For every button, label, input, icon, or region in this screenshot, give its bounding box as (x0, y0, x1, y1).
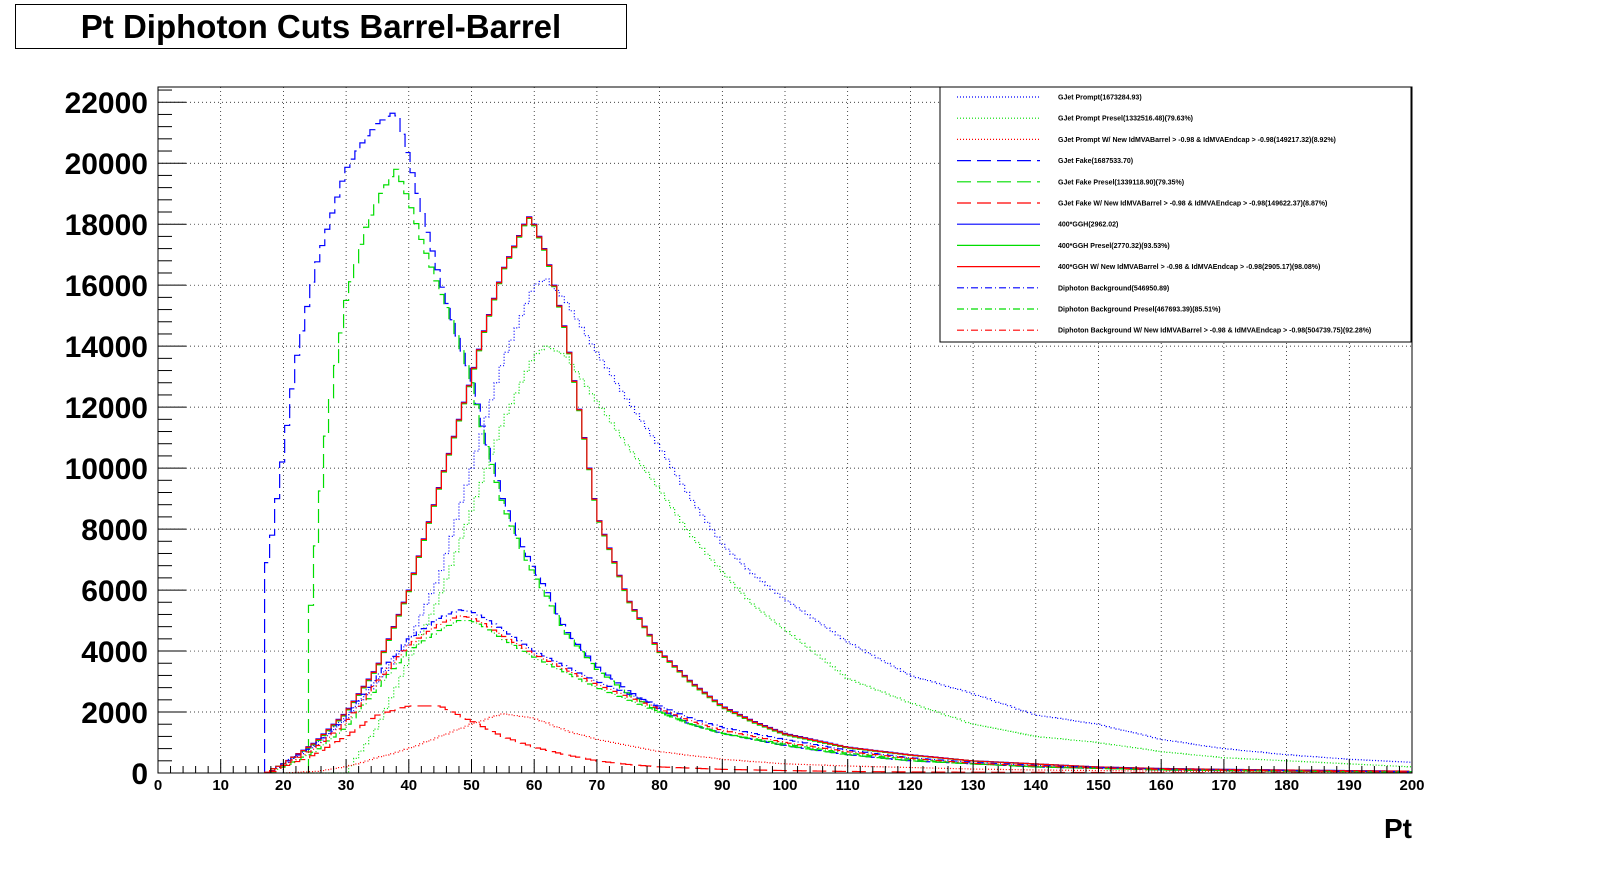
y-tick-label: 0 (131, 758, 148, 791)
x-tick-label: 160 (1149, 777, 1174, 794)
y-tick-label: 10000 (65, 453, 148, 486)
legend-entry: GJet Fake W/ New IdMVABarrel > -0.98 & I… (1058, 201, 1327, 208)
legend-entry: Diphoton Background(546950.89) (1058, 285, 1169, 292)
y-tick-label: 8000 (81, 514, 148, 547)
legend-entry: GJet Prompt W/ New IdMVABarrel > -0.98 &… (1058, 137, 1336, 144)
y-tick-label: 12000 (65, 392, 148, 425)
series-line-10 (270, 609, 1410, 773)
series-layer (263, 112, 1412, 774)
x-axis-label: Pt (1384, 813, 1412, 844)
series-line-3 (282, 713, 1412, 774)
legend-entry: Diphoton Background Presel(467693.39)(85… (1058, 307, 1221, 314)
x-tick-label: 20 (275, 777, 292, 794)
x-tick-label: 110 (836, 777, 860, 794)
series-line-1 (282, 278, 1412, 773)
x-tick-label: 200 (1399, 777, 1424, 794)
x-tick-label: 100 (772, 777, 797, 794)
y-tick-label: 20000 (65, 148, 148, 181)
legend-entry: 400*GGH Presel(2770.32)(93.53%) (1058, 243, 1170, 250)
series-line-6 (263, 705, 1412, 774)
legend-entry: GJet Fake Presel(1339118.90)(79.35%) (1058, 179, 1184, 186)
x-tick-label: 190 (1337, 777, 1362, 794)
legend-entry: GJet Prompt Presel(1332516.48)(79.63%) (1058, 116, 1193, 123)
y-tick-label: 22000 (65, 87, 148, 120)
legend-entry: GJet Fake(1687533.70) (1058, 158, 1133, 165)
legend-entry: Diphoton Background W/ New IdMVABarrel >… (1058, 328, 1371, 335)
y-tick-label: 4000 (81, 636, 148, 669)
y-tick-label: 2000 (81, 697, 148, 730)
series-line-2 (283, 345, 1412, 774)
legend-entry: GJet Prompt(1673284.93) (1058, 95, 1142, 102)
x-tick-label: 90 (714, 777, 731, 794)
series-line-12 (270, 615, 1410, 773)
x-tick-label: 60 (526, 777, 543, 794)
legend-entry: 400*GGH(2962.02) (1058, 222, 1118, 229)
axes: 0 10 20 30 40 50 60 70 80 90 100 110 120 130 140 150 160… (65, 87, 1425, 794)
x-tick-label: 80 (651, 777, 668, 794)
x-tick-label: 30 (338, 777, 355, 794)
y-tick-label: 14000 (65, 331, 148, 364)
x-tick-label: 170 (1211, 777, 1236, 794)
x-tick-label: 0 (154, 777, 162, 794)
series-line-11 (270, 619, 1410, 773)
x-tick-label: 10 (212, 777, 229, 794)
y-tick-label: 18000 (65, 209, 148, 242)
y-tick-label: 16000 (65, 270, 148, 303)
chart-title: Pt Diphoton Cuts Barrel-Barrel (80, 7, 562, 45)
chart-title-box: Pt Diphoton Cuts Barrel-Barrel (15, 4, 627, 49)
x-tick-label: 120 (898, 777, 923, 794)
legend-entry: 400*GGH W/ New IdMVABarrel > -0.98 & IdM… (1058, 264, 1320, 271)
x-tick-label: 140 (1023, 777, 1048, 794)
series-line-9 (270, 216, 1410, 773)
x-tick-label: 150 (1086, 777, 1111, 794)
x-tick-label: 40 (400, 777, 417, 794)
y-tick-label: 6000 (81, 575, 148, 608)
x-tick-label: 130 (961, 777, 986, 794)
x-tick-label: 70 (589, 777, 606, 794)
x-tick-label: 180 (1274, 777, 1299, 794)
legend-box (939, 86, 1412, 343)
x-tick-label: 50 (463, 777, 480, 794)
legend: GJet Prompt(1673284.93) GJet Prompt Prese… (939, 86, 1412, 343)
